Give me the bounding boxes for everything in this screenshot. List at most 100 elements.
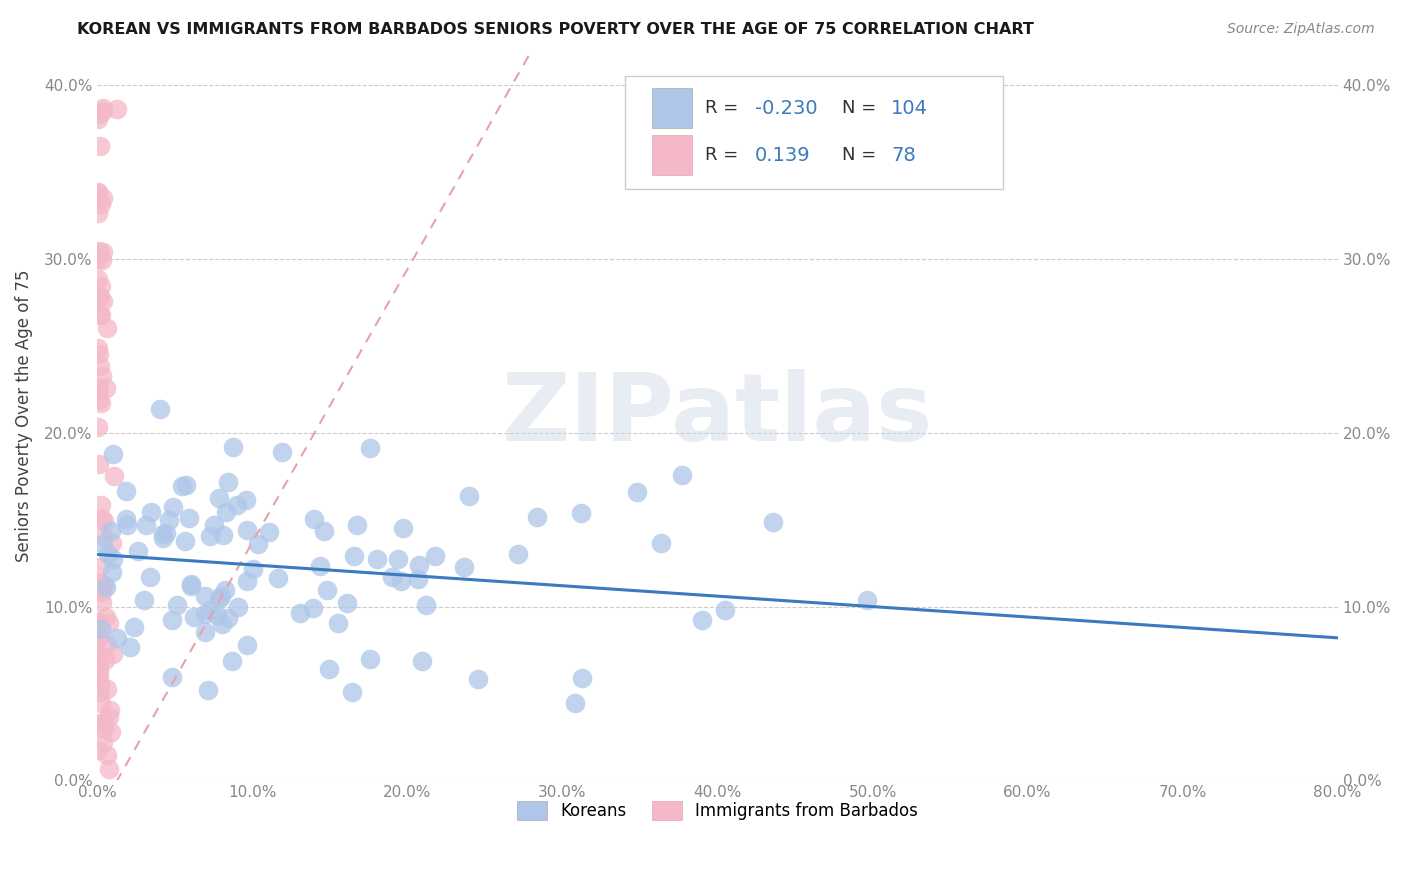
Point [346, 517, 368, 532]
Point [87, 647, 110, 661]
Point [425, 549, 447, 563]
Point [87, 341, 110, 355]
Point [152, 532, 174, 546]
Point [93, 714, 115, 729]
Text: 0.139: 0.139 [755, 145, 810, 164]
Point [226, 600, 249, 615]
Point [103, 447, 125, 461]
Text: Source: ZipAtlas.com: Source: ZipAtlas.com [1227, 22, 1375, 37]
Point [180, 579, 202, 593]
FancyBboxPatch shape [652, 88, 692, 128]
Point [87, 631, 110, 645]
FancyBboxPatch shape [624, 76, 1002, 189]
Point [122, 620, 145, 634]
Point [87, 392, 110, 407]
Point [271, 445, 294, 459]
Point [194, 589, 217, 603]
Point [315, 583, 337, 598]
Point [713, 602, 735, 616]
Point [176, 477, 198, 491]
Point [93, 103, 115, 118]
Point [97, 763, 120, 777]
Point [91, 537, 114, 551]
Point [208, 592, 231, 607]
Point [526, 509, 548, 524]
Point [211, 527, 233, 541]
Text: -0.230: -0.230 [755, 99, 817, 118]
Point [87, 245, 110, 260]
Point [217, 475, 239, 489]
Point [87, 615, 110, 630]
Point [571, 671, 593, 685]
Point [90, 512, 112, 526]
Point [506, 547, 529, 561]
Point [366, 551, 388, 566]
Point [101, 552, 124, 566]
Point [89, 308, 111, 322]
Point [762, 515, 785, 529]
Point [93, 578, 115, 592]
Point [89, 244, 111, 259]
Point [87, 673, 110, 687]
Point [155, 525, 177, 540]
Point [91, 294, 114, 309]
Point [855, 593, 877, 607]
Point [87, 272, 110, 286]
Point [87, 671, 110, 685]
Point [391, 521, 413, 535]
Point [174, 533, 197, 548]
Point [162, 500, 184, 515]
Point [101, 535, 124, 549]
Point [101, 647, 124, 661]
Text: 104: 104 [891, 99, 928, 118]
Point [87, 580, 110, 594]
Point [202, 518, 225, 533]
Point [207, 608, 229, 623]
Point [91, 529, 114, 543]
Point [267, 571, 290, 585]
Point [87, 384, 110, 398]
Point [94, 580, 117, 594]
Text: N =: N = [842, 99, 882, 118]
Point [91, 253, 114, 268]
Text: ZIPatlas: ZIPatlas [502, 369, 934, 461]
Point [100, 724, 122, 739]
Text: N =: N = [842, 146, 882, 164]
Point [114, 484, 136, 499]
Point [89, 696, 111, 710]
Point [335, 596, 357, 610]
Legend: Koreans, Immigrants from Barbados: Koreans, Immigrants from Barbados [510, 795, 925, 827]
Point [690, 613, 713, 627]
Point [235, 493, 257, 508]
Text: 78: 78 [891, 145, 915, 164]
Point [89, 458, 111, 472]
Point [235, 524, 257, 538]
Point [87, 615, 110, 629]
Point [93, 514, 115, 528]
Point [208, 491, 231, 505]
Point [139, 569, 162, 583]
Point [97, 547, 120, 561]
Point [211, 616, 233, 631]
Point [98, 710, 121, 724]
Point [221, 654, 243, 668]
Point [105, 631, 128, 645]
Point [89, 716, 111, 731]
Point [87, 665, 110, 680]
Point [87, 347, 110, 361]
Point [215, 505, 238, 519]
Y-axis label: Seniors Poverty Over the Age of 75: Seniors Poverty Over the Age of 75 [15, 269, 32, 562]
Point [127, 544, 149, 558]
Point [87, 420, 110, 434]
Point [91, 735, 114, 749]
Point [91, 595, 114, 609]
Point [87, 252, 110, 266]
Point [166, 598, 188, 612]
Text: R =: R = [706, 146, 744, 164]
Point [103, 468, 125, 483]
Point [87, 186, 110, 201]
Point [87, 649, 110, 664]
Point [342, 549, 364, 563]
Point [457, 490, 479, 504]
Point [152, 527, 174, 541]
